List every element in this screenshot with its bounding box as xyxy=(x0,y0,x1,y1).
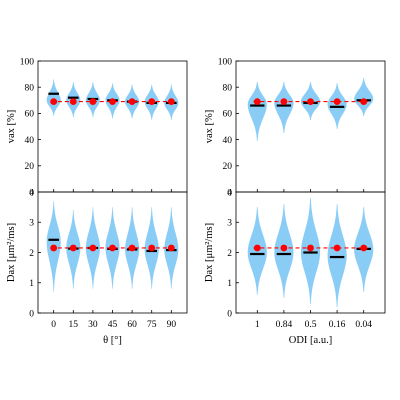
y-tick-label: 60 xyxy=(223,110,233,120)
violin-0.16 xyxy=(327,204,347,307)
y-tick-label: 0 xyxy=(227,309,232,319)
ground-truth-point-0.5 xyxy=(307,98,314,106)
y-tick-label: 40 xyxy=(223,136,233,146)
y-tick-label: 20 xyxy=(223,162,233,172)
y-tick-label: 2 xyxy=(29,249,34,259)
y-tick-label: 100 xyxy=(20,57,35,67)
x-tick-label: 30 xyxy=(88,320,98,330)
ground-truth-point-0.04 xyxy=(360,244,368,252)
ground-truth-point-0 xyxy=(50,244,58,252)
y-tick-label: 2 xyxy=(227,249,232,259)
violin-0 xyxy=(46,79,61,117)
x-tick-label: 0 xyxy=(51,320,56,330)
ground-truth-point-60 xyxy=(128,98,136,106)
ground-truth-point-60 xyxy=(128,244,136,252)
x-tick-label: 75 xyxy=(147,320,157,330)
ground-truth-point-0.84 xyxy=(280,98,288,106)
ground-truth-point-0.84 xyxy=(280,244,288,252)
x-axis-title: θ [°] xyxy=(103,335,122,346)
ground-truth-point-1 xyxy=(253,98,261,106)
panel-bottom-right: 0 1 2 3 4 1 0.84 0.5 0.16 0.04 Dax [μm²/ms] ODI [a.… xyxy=(204,188,386,346)
ground-truth-point-75 xyxy=(148,244,156,252)
y-tick-label: 4 xyxy=(227,188,232,198)
x-tick-label: 45 xyxy=(108,320,118,330)
x-tick-label: 15 xyxy=(69,320,79,330)
x-tick-label: 0.16 xyxy=(329,320,346,330)
y-tick-label: 0 xyxy=(227,188,232,198)
ground-truth-point-90 xyxy=(167,98,175,106)
ground-truth-point-15 xyxy=(69,98,77,106)
violin-0.84 xyxy=(274,81,294,134)
ground-truth-point-0.16 xyxy=(333,98,341,106)
y-tick-label: 80 xyxy=(223,84,233,94)
y-axis-title: vax [%] xyxy=(204,110,215,144)
ground-truth-point-1 xyxy=(253,244,261,252)
y-tick-label: 40 xyxy=(25,136,35,146)
x-tick-label: 0.04 xyxy=(355,320,372,330)
ground-truth-point-0.04 xyxy=(360,98,368,106)
ground-truth-point-30 xyxy=(89,244,97,252)
y-tick-label: 1 xyxy=(29,279,34,289)
y-tick-label: 0 xyxy=(29,309,34,319)
ground-truth-point-45 xyxy=(109,98,116,106)
y-tick-label: 3 xyxy=(227,219,232,229)
y-axis-title: vax [%] xyxy=(6,110,17,144)
y-tick-label: 3 xyxy=(29,219,34,229)
y-axis-title: Dax [μm²/ms] xyxy=(204,223,215,282)
x-tick-label: 0.5 xyxy=(305,320,317,330)
x-tick-label: 0.84 xyxy=(276,320,293,330)
x-axis-title: ODI [a.u.] xyxy=(289,335,332,346)
ground-truth-point-30 xyxy=(89,98,97,106)
y-tick-label: 1 xyxy=(227,279,232,289)
x-tick-label: 1 xyxy=(255,320,260,330)
ground-truth-point-15 xyxy=(69,244,77,252)
ground-truth-point-0.16 xyxy=(333,244,341,252)
panel-top-left: 0 20 40 60 80 100 vax [%] xyxy=(6,57,188,198)
x-tick-label: 90 xyxy=(167,320,177,330)
ground-truth-point-0.5 xyxy=(307,244,314,252)
y-tick-label: 0 xyxy=(29,188,34,198)
ground-truth-point-90 xyxy=(167,244,175,252)
ground-truth-point-0 xyxy=(50,98,58,106)
x-tick-label: 60 xyxy=(127,320,137,330)
y-tick-label: 4 xyxy=(29,188,34,198)
y-tick-label: 20 xyxy=(25,162,35,172)
violin-1 xyxy=(247,81,267,141)
y-axis-title: Dax [μm²/ms] xyxy=(6,223,17,282)
y-tick-label: 100 xyxy=(218,57,233,67)
ground-truth-point-45 xyxy=(109,244,116,252)
y-tick-label: 60 xyxy=(25,110,35,120)
violin-0.04 xyxy=(354,78,374,117)
ground-truth-point-75 xyxy=(148,98,156,106)
axes-frame xyxy=(37,60,188,193)
panel-top-right: 0 20 40 60 80 100 vax [%] xyxy=(204,57,386,198)
y-tick-label: 80 xyxy=(25,84,35,94)
